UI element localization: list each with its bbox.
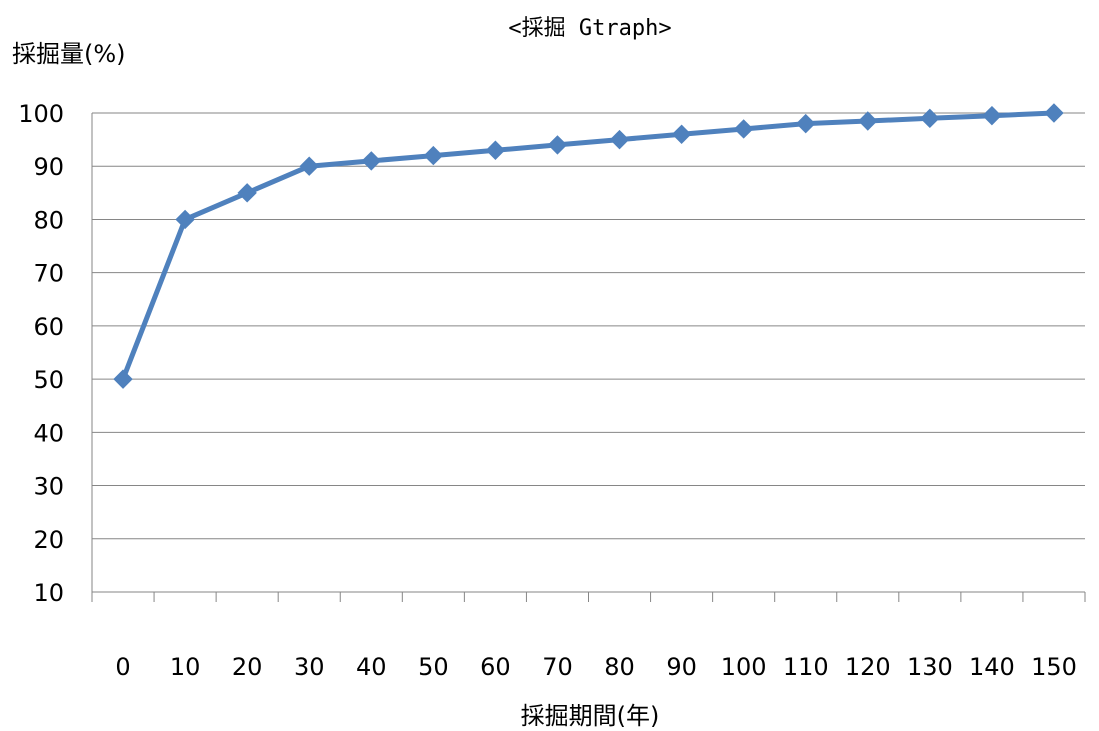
data-point-20 <box>237 183 257 203</box>
data-point-60 <box>485 140 506 160</box>
y-tick-label-40: 40 <box>33 419 64 447</box>
x-tick-label-60: 60 <box>480 653 511 681</box>
data-point-110 <box>796 113 816 134</box>
data-point-50 <box>423 145 444 166</box>
y-tick-label-100: 100 <box>18 100 64 128</box>
x-tick-label-40: 40 <box>356 653 387 681</box>
x-tick-label-30: 30 <box>294 653 325 681</box>
x-axis-label: 採掘期間(年) <box>520 702 660 730</box>
data-point-150 <box>1044 103 1064 123</box>
x-tick-label-50: 50 <box>418 653 449 681</box>
data-point-140 <box>982 105 1002 126</box>
data-point-10 <box>175 209 195 230</box>
x-tick-label-100: 100 <box>721 653 767 681</box>
x-tick-label-20: 20 <box>232 653 263 681</box>
y-axis-label: 採掘量(%) <box>12 40 126 68</box>
data-point-70 <box>547 135 568 155</box>
y-tick-label-50: 50 <box>33 366 64 394</box>
x-tick-label-80: 80 <box>604 653 635 681</box>
x-tick-label-120: 120 <box>845 653 891 681</box>
data-point-120 <box>858 111 878 131</box>
x-tick-label-90: 90 <box>666 653 697 681</box>
data-point-130 <box>920 108 940 129</box>
x-tick-label-0: 0 <box>115 653 130 681</box>
y-tick-label-60: 60 <box>33 313 64 341</box>
data-point-80 <box>609 129 630 150</box>
data-point-30 <box>299 156 319 176</box>
x-tick-label-150: 150 <box>1031 653 1077 681</box>
y-tick-label-10: 10 <box>33 579 64 607</box>
y-tick-label-30: 30 <box>33 473 64 501</box>
x-tick-label-70: 70 <box>542 653 573 681</box>
x-tick-label-10: 10 <box>170 653 201 681</box>
data-point-40 <box>361 151 381 171</box>
y-tick-label-90: 90 <box>33 153 64 181</box>
x-tick-label-110: 110 <box>783 653 829 681</box>
series-line-0 <box>120 110 1057 382</box>
y-tick-label-70: 70 <box>33 260 64 288</box>
chart-title: <採掘 Gtraph> <box>508 16 672 41</box>
x-tick-label-130: 130 <box>907 653 953 681</box>
y-tick-label-20: 20 <box>33 526 64 554</box>
x-tick-label-140: 140 <box>969 653 1015 681</box>
data-point-90 <box>671 124 692 144</box>
data-point-100 <box>733 119 754 139</box>
data-point-0 <box>113 369 133 389</box>
y-tick-label-80: 80 <box>33 206 64 234</box>
